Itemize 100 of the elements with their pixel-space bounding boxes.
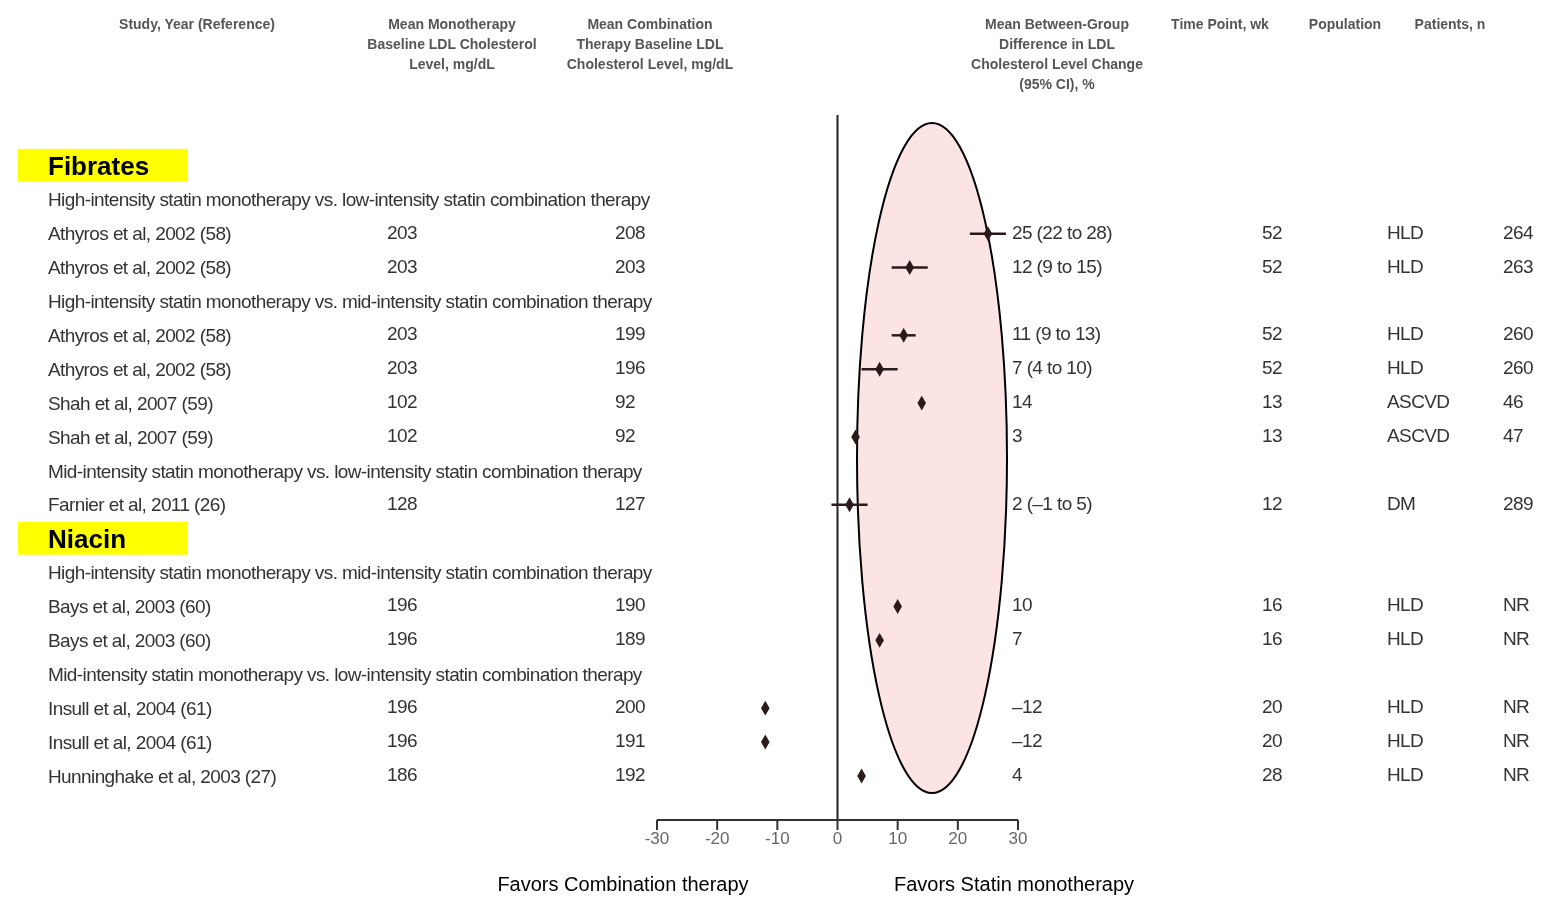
annotation: 7	[1012, 628, 1022, 651]
x-tick-label: 10	[888, 829, 908, 849]
text: Mean Between-Group Difference in LDL Cholesterol Level Change (95% CI), %	[970, 15, 1144, 94]
text: 260	[1503, 323, 1533, 346]
x-tick-label: 0	[832, 829, 843, 849]
text: HLD	[1387, 763, 1424, 786]
annotation: 4	[1012, 763, 1022, 786]
annotation: 25 (22 to 28)	[1012, 221, 1112, 244]
text: 128	[387, 492, 417, 515]
x-tick-label: -20	[704, 829, 730, 849]
text: Study, Year (Reference)	[118, 15, 276, 34]
annotation: 11 (9 to 13)	[1012, 323, 1101, 346]
text: Population	[1307, 15, 1383, 34]
y-tick-label: High-intensity statin monotherapy vs. mid-intensity statin combination therapy	[48, 291, 653, 313]
y-tick-label: Farnier et al, 2011 (26)	[48, 494, 226, 516]
text: 20	[1262, 696, 1282, 719]
text: 196	[387, 628, 417, 651]
text: NR	[1503, 763, 1530, 786]
text: 92	[615, 424, 635, 447]
text: 203	[387, 357, 417, 380]
text: HLD	[1387, 628, 1424, 651]
annotation: –12	[1012, 730, 1042, 753]
annotation: 2 (–1 to 5)	[1012, 492, 1093, 515]
text: 192	[615, 763, 645, 786]
text: 47	[1503, 424, 1523, 447]
x-tick-label: -30	[644, 829, 670, 849]
text: 16	[1262, 594, 1282, 617]
text: NR	[1503, 628, 1530, 651]
y-tick-label: Niacin	[48, 523, 127, 554]
text: 264	[1503, 221, 1533, 244]
y-tick-label: Mid-intensity statin monotherapy vs. low-intensity statin combination therapy	[48, 460, 643, 482]
text: 52	[1262, 221, 1282, 244]
text: 46	[1503, 391, 1523, 414]
y-tick-label: Athyros et al, 2002 (58)	[48, 324, 232, 346]
y-tick-label: Bays et al, 2003 (60)	[48, 630, 211, 652]
text: Time Point, wk	[1170, 15, 1270, 34]
annotation: 14	[1012, 391, 1032, 414]
text: 263	[1503, 255, 1533, 278]
text: HLD	[1387, 594, 1424, 617]
text: 186	[387, 763, 417, 786]
text: 260	[1503, 357, 1533, 380]
text: 203	[615, 255, 645, 278]
text: DM	[1387, 492, 1416, 515]
text: HLD	[1387, 730, 1424, 753]
text: HLD	[1387, 255, 1424, 278]
text: 199	[615, 323, 645, 346]
text: Mean Monotherapy Baseline LDL Cholesterol Level, mg/dL	[366, 15, 538, 74]
text: Favors Combination therapy	[497, 873, 749, 896]
y-tick-label: Insull et al, 2004 (61)	[48, 697, 212, 719]
text: Patients, n	[1413, 15, 1487, 34]
text: NR	[1503, 696, 1530, 719]
text: 52	[1262, 357, 1282, 380]
text: 92	[615, 391, 635, 414]
annotation: 10	[1012, 594, 1032, 617]
text: NR	[1503, 594, 1530, 617]
text: 200	[615, 696, 645, 719]
y-tick-label: Insull et al, 2004 (61)	[48, 731, 212, 753]
text: 190	[615, 594, 645, 617]
text: 203	[387, 221, 417, 244]
y-tick-label: Hunninghake et al, 2003 (27)	[48, 765, 277, 787]
text: ASCVD	[1387, 424, 1450, 447]
y-tick-label: Shah et al, 2007 (59)	[48, 392, 214, 414]
y-tick-label: Athyros et al, 2002 (58)	[48, 257, 232, 279]
text: 13	[1262, 424, 1282, 447]
text: 127	[615, 492, 645, 515]
text: 52	[1262, 255, 1282, 278]
text: 203	[387, 255, 417, 278]
annotation: –12	[1012, 696, 1042, 719]
text: 12	[1262, 492, 1282, 515]
text: 203	[387, 323, 417, 346]
text: ASCVD	[1387, 391, 1450, 414]
text: 52	[1262, 323, 1282, 346]
text: HLD	[1387, 357, 1424, 380]
text: Mean Combination Therapy Baseline LDL Cholesterol Level, mg/dL	[565, 15, 735, 74]
annotation: 12 (9 to 15)	[1012, 255, 1102, 278]
x-tick-label: 30	[1008, 829, 1028, 849]
y-tick-label: Shah et al, 2007 (59)	[48, 426, 214, 448]
text: 20	[1262, 730, 1282, 753]
text: 196	[387, 594, 417, 617]
y-tick-label: Athyros et al, 2002 (58)	[48, 223, 232, 245]
annotation: 7 (4 to 10)	[1012, 357, 1093, 380]
y-tick-label: High-intensity statin monotherapy vs. low-intensity statin combination therapy	[48, 189, 651, 211]
y-tick-label: Fibrates	[48, 150, 150, 181]
text: 196	[387, 696, 417, 719]
text: HLD	[1387, 323, 1424, 346]
text: 16	[1262, 628, 1282, 651]
text: HLD	[1387, 696, 1424, 719]
text: 102	[387, 391, 417, 414]
text: 196	[615, 357, 645, 380]
x-tick-label: -10	[765, 829, 790, 849]
text: 13	[1262, 391, 1282, 414]
annotation: 3	[1012, 424, 1022, 447]
x-tick-label: 20	[948, 829, 968, 849]
text: 289	[1503, 492, 1533, 515]
y-tick-label: Bays et al, 2003 (60)	[48, 596, 211, 618]
text: HLD	[1387, 221, 1424, 244]
y-tick-label: Athyros et al, 2002 (58)	[48, 358, 232, 380]
text: 208	[615, 221, 645, 244]
text: Favors Statin monotherapy	[893, 873, 1135, 896]
text: NR	[1503, 730, 1530, 753]
